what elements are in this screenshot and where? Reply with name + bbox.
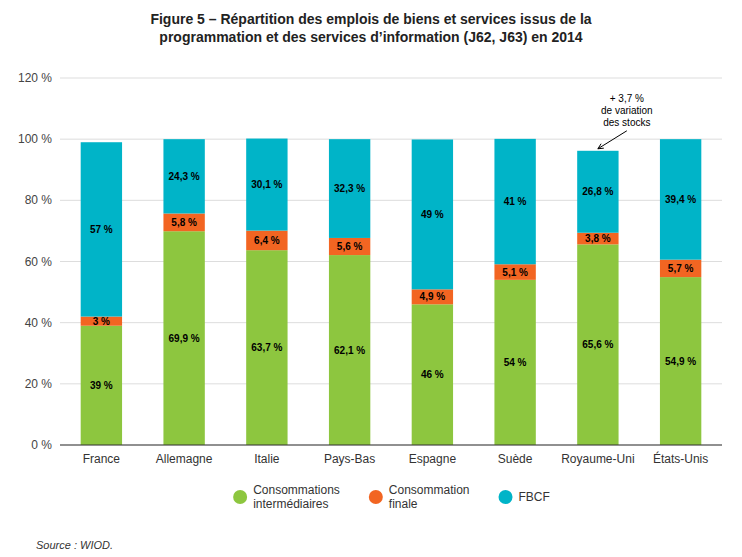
x-tick-label: Royaume-Uni	[561, 452, 634, 466]
x-tick-label: France	[83, 452, 121, 466]
bar-segment	[81, 317, 122, 326]
bar-segment	[494, 264, 535, 280]
data-label: 41 %	[504, 196, 527, 207]
y-tick-label: 80 %	[25, 193, 53, 207]
bar-segment	[577, 233, 618, 245]
x-tick-label: Italie	[254, 452, 280, 466]
data-label: 3,8 %	[585, 233, 611, 244]
data-label: 46 %	[421, 369, 444, 380]
bar-segment	[163, 213, 204, 231]
bar-segment	[660, 139, 701, 259]
legend-item: Consommationsintermédiaires	[233, 483, 340, 511]
bar-segment	[81, 142, 122, 316]
x-tick-label: États-Unis	[653, 451, 708, 466]
bar-segment	[412, 304, 453, 445]
bar-segment	[660, 260, 701, 277]
data-label: 54,9 %	[665, 356, 696, 367]
x-tick-label: Pays-Bas	[324, 452, 375, 466]
y-tick-label: 100 %	[18, 132, 52, 146]
data-label: 6,4 %	[254, 235, 280, 246]
bar-segment	[329, 255, 370, 445]
data-label: 5,1 %	[502, 267, 528, 278]
bars	[81, 139, 702, 445]
data-label: 4,9 %	[420, 291, 446, 302]
bar-segment	[494, 139, 535, 264]
legend: Consommationsintermédiaires Consommationf…	[233, 483, 550, 511]
x-tick-label: Allemagne	[156, 452, 213, 466]
grid-line	[60, 261, 722, 262]
legend-label: FBCF	[519, 490, 550, 504]
bar-segment	[246, 250, 287, 445]
x-axis: France Allemagne Italie Pays-Bas Espagne Suèd…	[60, 445, 722, 466]
data-label: 39 %	[90, 380, 113, 391]
legend-item: Consommationfinale	[369, 483, 470, 511]
data-label: 3 %	[93, 316, 110, 327]
x-tick-label: Espagne	[409, 452, 457, 466]
y-tick-label: 0 %	[31, 438, 52, 452]
grid-line	[60, 139, 722, 140]
bar-segment	[329, 139, 370, 238]
y-tick-label: 60 %	[25, 255, 53, 269]
data-label: 57 %	[90, 224, 113, 235]
bar-segment	[577, 244, 618, 445]
data-label: 24,3 %	[169, 171, 200, 182]
annotation-arrow-head	[598, 144, 604, 149]
data-label: 62,1 %	[334, 345, 365, 356]
legend-item: FBCF	[499, 490, 550, 504]
data-label: 65,6 %	[582, 339, 613, 350]
annotation-arrow	[598, 131, 627, 149]
data-label: 5,8 %	[171, 217, 197, 228]
bar-segment	[412, 139, 453, 289]
grid-line	[60, 445, 722, 446]
source: Source : WIOD.	[36, 539, 113, 551]
data-label: 39,4 %	[665, 194, 696, 205]
bar-segment	[660, 277, 701, 445]
x-axis-line	[60, 445, 722, 446]
bar-segment	[246, 139, 287, 231]
data-labels: 39 % 69,9 % 63,7 % 62,1 % 46 % 54 % 65,6 % 54,9…	[90, 171, 696, 391]
bar-segment	[163, 139, 204, 213]
data-label: 49 %	[421, 209, 444, 220]
grid	[60, 78, 722, 445]
y-tick-label: 120 %	[18, 71, 52, 85]
y-tick-label: 20 %	[25, 377, 53, 391]
grid-line	[60, 322, 722, 323]
x-tick-label: Suède	[498, 452, 533, 466]
data-label: 54 %	[504, 357, 527, 368]
grid-line	[60, 78, 722, 79]
data-label: 26,8 %	[582, 186, 613, 197]
data-label: 69,9 %	[169, 333, 200, 344]
data-label: 32,3 %	[334, 183, 365, 194]
legend-swatch	[499, 490, 513, 504]
bar-segment	[246, 231, 287, 251]
data-label: 5,7 %	[668, 263, 694, 274]
annotation: + 3,7 %de variationdes stocks	[601, 93, 653, 128]
y-tick-label: 40 %	[25, 316, 53, 330]
grid-line	[60, 200, 722, 201]
legend-swatch	[369, 490, 383, 504]
data-label: 5,6 %	[337, 241, 363, 252]
data-label: 30,1 %	[251, 179, 282, 190]
data-label: 63,7 %	[251, 342, 282, 353]
bar-segment	[81, 326, 122, 445]
bar-segment	[577, 151, 618, 233]
bar-segment	[329, 238, 370, 255]
grid-line	[60, 383, 722, 384]
legend-swatch	[233, 490, 247, 504]
title: Figure 5 – Répartition des emplois de bi…	[150, 11, 591, 45]
bar-segment	[163, 231, 204, 445]
legend-label: Consommationfinale	[389, 483, 470, 511]
bar-segment	[494, 280, 535, 445]
legend-label: Consommationsintermédiaires	[253, 483, 340, 511]
bar-segment	[412, 289, 453, 304]
